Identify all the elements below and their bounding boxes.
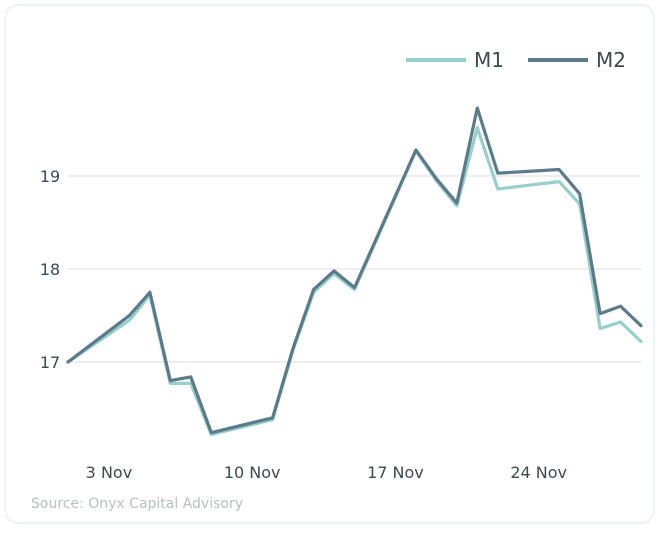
x-tick-label: 24 Nov: [510, 463, 567, 482]
series-line-m2: [66, 106, 643, 435]
y-tick-label: 18: [40, 260, 60, 279]
y-tick-label: 17: [40, 353, 60, 372]
legend-label-m2: M2: [596, 48, 626, 72]
series-line-m1: [66, 125, 643, 437]
x-tick-label: 10 Nov: [224, 463, 281, 482]
series-lines: [66, 106, 643, 437]
chart-card: 17 18 19 3 Nov 10 Nov 17 Nov 24 Nov M1 M2: [4, 4, 655, 524]
source-note: Source: Onyx Capital Advisory: [31, 496, 243, 512]
legend-label-m1: M1: [474, 48, 504, 72]
grid-lines: [68, 175, 641, 363]
legend: M1 M2: [406, 48, 626, 72]
line-chart: 17 18 19 3 Nov 10 Nov 17 Nov 24 Nov M1 M2: [40, 48, 643, 482]
y-tick-label: 19: [40, 167, 60, 186]
x-axis-ticks: 3 Nov 10 Nov 17 Nov 24 Nov: [86, 463, 567, 482]
y-axis-ticks: 17 18 19: [40, 167, 60, 372]
x-tick-label: 17 Nov: [367, 463, 424, 482]
x-tick-label: 3 Nov: [86, 463, 133, 482]
